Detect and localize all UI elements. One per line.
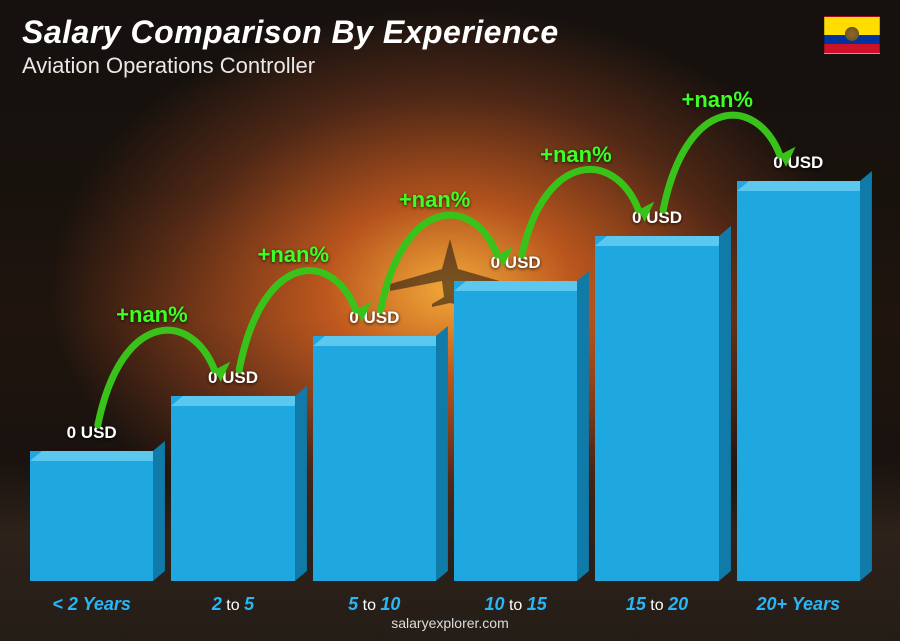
- category-label: 5 to 10: [348, 594, 400, 615]
- country-flag-ecuador: [824, 16, 880, 54]
- category-label: < 2 Years: [52, 594, 131, 615]
- chart-header: Salary Comparison By Experience Aviation…: [22, 14, 559, 79]
- bar-chart: 0 USD< 2 Years0 USD2 to 50 USD5 to 100 U…: [30, 101, 860, 581]
- bar-side-face: [860, 171, 872, 581]
- chart-title: Salary Comparison By Experience: [22, 14, 559, 51]
- chart-subtitle: Aviation Operations Controller: [22, 53, 559, 79]
- growth-arrow: [30, 101, 860, 581]
- category-label: 2 to 5: [212, 594, 254, 615]
- category-label: 15 to 20: [626, 594, 688, 615]
- footer-credit: salaryexplorer.com: [0, 615, 900, 631]
- category-label: 10 to 15: [484, 594, 546, 615]
- growth-pct-label: +nan%: [681, 87, 753, 113]
- category-label: 20+ Years: [756, 594, 840, 615]
